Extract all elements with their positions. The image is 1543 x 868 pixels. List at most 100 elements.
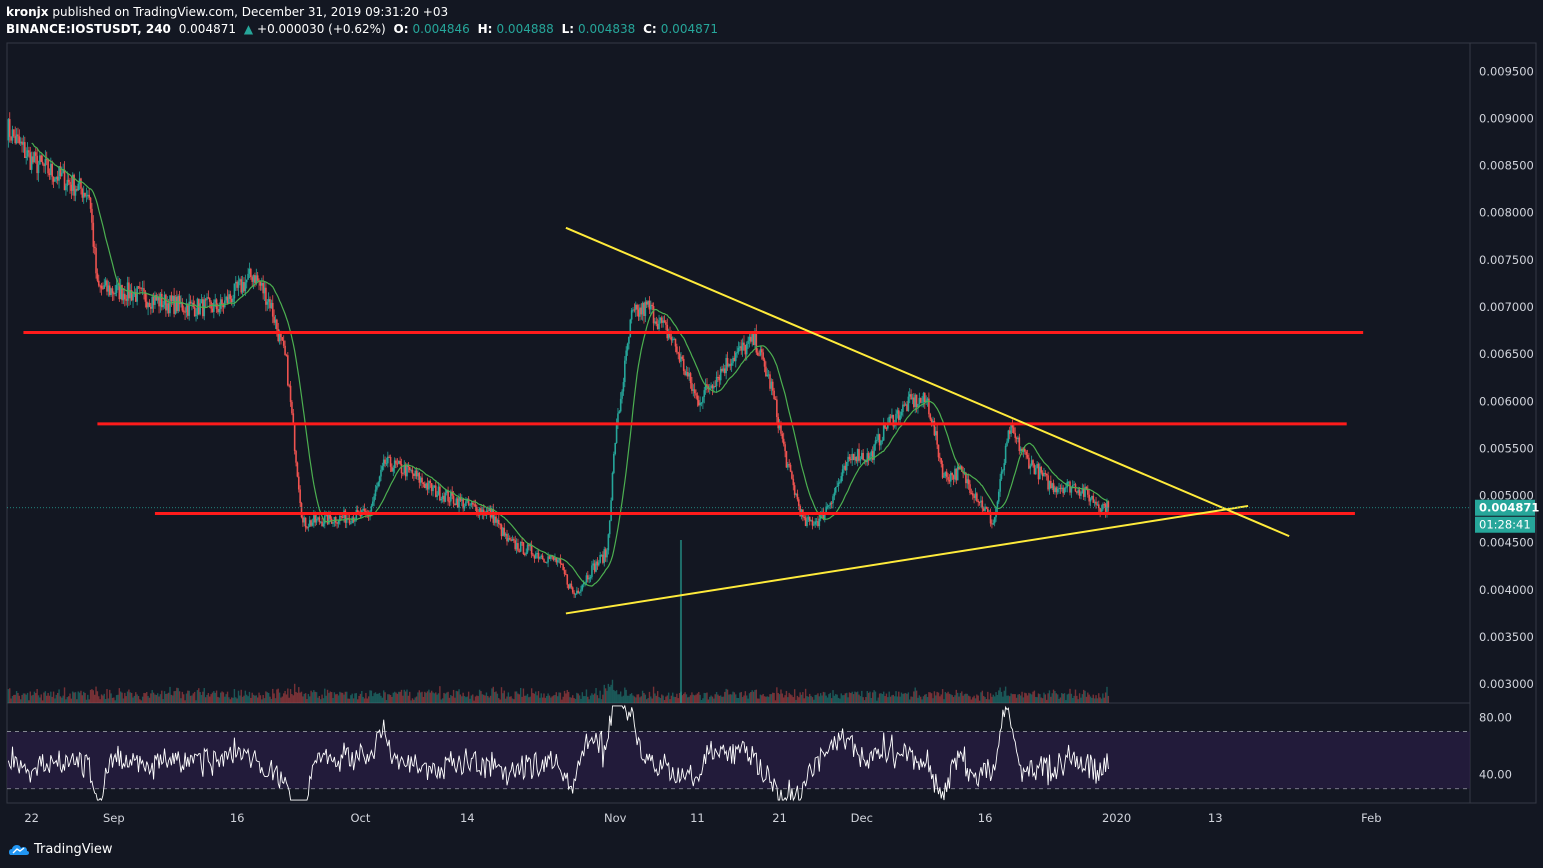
volume-bar <box>962 695 964 703</box>
candle-body <box>76 189 78 191</box>
candle-body <box>899 415 901 420</box>
candle-body <box>654 321 656 324</box>
symbol-label[interactable]: BINANCE:IOSTUSDT, 240 <box>6 22 171 36</box>
volume-bar <box>387 694 389 703</box>
candle-body <box>51 163 54 177</box>
candle-body <box>362 508 364 511</box>
volume-bar <box>670 695 673 703</box>
candle-body <box>703 390 706 398</box>
candle-body <box>50 163 52 176</box>
volume-bar <box>867 692 870 703</box>
volume-bar <box>651 698 653 703</box>
volume-bar <box>292 695 294 703</box>
volume-bar <box>524 695 526 703</box>
volume-bar <box>266 692 268 703</box>
volume-bar <box>1077 699 1079 703</box>
volume-bar <box>332 698 334 703</box>
volume-bar <box>450 694 452 703</box>
time-axis[interactable]: 22 Sep 16 Oct 14 Nov 11 21 Dec 16 2020 13 Feb <box>24 811 1381 825</box>
tradingview-footer[interactable]: TradingView <box>8 842 113 857</box>
volume-bar <box>987 691 989 703</box>
candle-body <box>451 491 454 496</box>
volume-bar <box>661 694 663 703</box>
volume-bar <box>43 692 45 703</box>
volume-bar <box>188 690 190 703</box>
volume-bar <box>493 692 496 703</box>
volume-bar <box>1065 700 1067 703</box>
candle-body <box>722 368 725 372</box>
candle-body <box>710 385 712 389</box>
candle-body <box>167 303 170 314</box>
candle-body <box>677 352 680 354</box>
candle-body <box>1019 448 1022 452</box>
time-tick-label: Feb <box>1361 811 1381 825</box>
candle-body <box>114 292 117 294</box>
candle-body <box>691 383 693 391</box>
candle-body <box>122 293 125 301</box>
volume-bar <box>230 697 233 703</box>
candle-body <box>682 358 685 371</box>
volume-bar <box>948 693 951 703</box>
candle-body <box>1025 451 1027 455</box>
candle-body <box>593 563 596 572</box>
candle-body <box>25 156 27 159</box>
candle-body <box>595 561 597 572</box>
candle-body <box>1044 472 1047 474</box>
candle-body <box>582 582 585 585</box>
volume-bar <box>7 689 10 703</box>
volume-bar <box>481 694 484 703</box>
volume-bar <box>588 699 590 703</box>
candle-body <box>293 423 296 451</box>
candle-body <box>1050 480 1052 489</box>
candle-body <box>696 395 699 401</box>
volume-bar <box>414 697 416 703</box>
candle-body <box>332 522 334 524</box>
candle-body <box>792 478 795 486</box>
candle-body <box>99 285 101 287</box>
candle-body <box>887 423 889 429</box>
volume-bar <box>46 695 48 703</box>
volume-bar <box>804 688 807 703</box>
volume-bar <box>113 697 115 703</box>
candle-body <box>1093 501 1096 503</box>
candle-body <box>510 539 512 541</box>
volume-bar <box>855 692 858 703</box>
candle-body <box>1000 471 1003 480</box>
candle-body <box>145 301 148 308</box>
price-axis[interactable]: 0.0095000.0090000.0085000.0080000.007500… <box>1479 64 1534 691</box>
volume-bar <box>247 696 249 703</box>
change-value: +0.000030 (+0.62%) <box>257 22 386 36</box>
candle-body <box>855 456 858 462</box>
candle-body <box>1041 472 1044 477</box>
rsi-line <box>7 704 1109 802</box>
candle-body <box>199 303 201 315</box>
candle-body <box>1058 488 1060 490</box>
candle-body <box>810 520 812 522</box>
volume-bar <box>351 693 353 703</box>
volume-bar <box>847 697 849 703</box>
author-name[interactable]: kronjx <box>6 5 49 19</box>
candle-body <box>976 493 978 501</box>
volume-bar <box>1076 695 1078 703</box>
volume-bar <box>644 694 647 703</box>
candle-body <box>281 337 284 341</box>
volume-bar <box>744 691 747 703</box>
candle-body <box>948 479 951 482</box>
volume-bar <box>170 694 173 703</box>
candle-body <box>1015 437 1018 440</box>
candle-body <box>624 360 626 383</box>
trendline[interactable] <box>565 504 1249 615</box>
candle-body <box>121 285 123 301</box>
candle-body <box>745 343 748 355</box>
candle-body <box>119 285 122 300</box>
volume-bar <box>1092 694 1094 703</box>
volume-bar <box>506 696 508 703</box>
volume-bar <box>265 691 267 703</box>
candle-body <box>396 463 399 465</box>
trendline[interactable] <box>565 226 1290 538</box>
candle-body <box>492 508 495 523</box>
drawn-lines[interactable] <box>7 226 1470 615</box>
candle-body <box>980 500 982 503</box>
volume-bar <box>837 697 840 703</box>
